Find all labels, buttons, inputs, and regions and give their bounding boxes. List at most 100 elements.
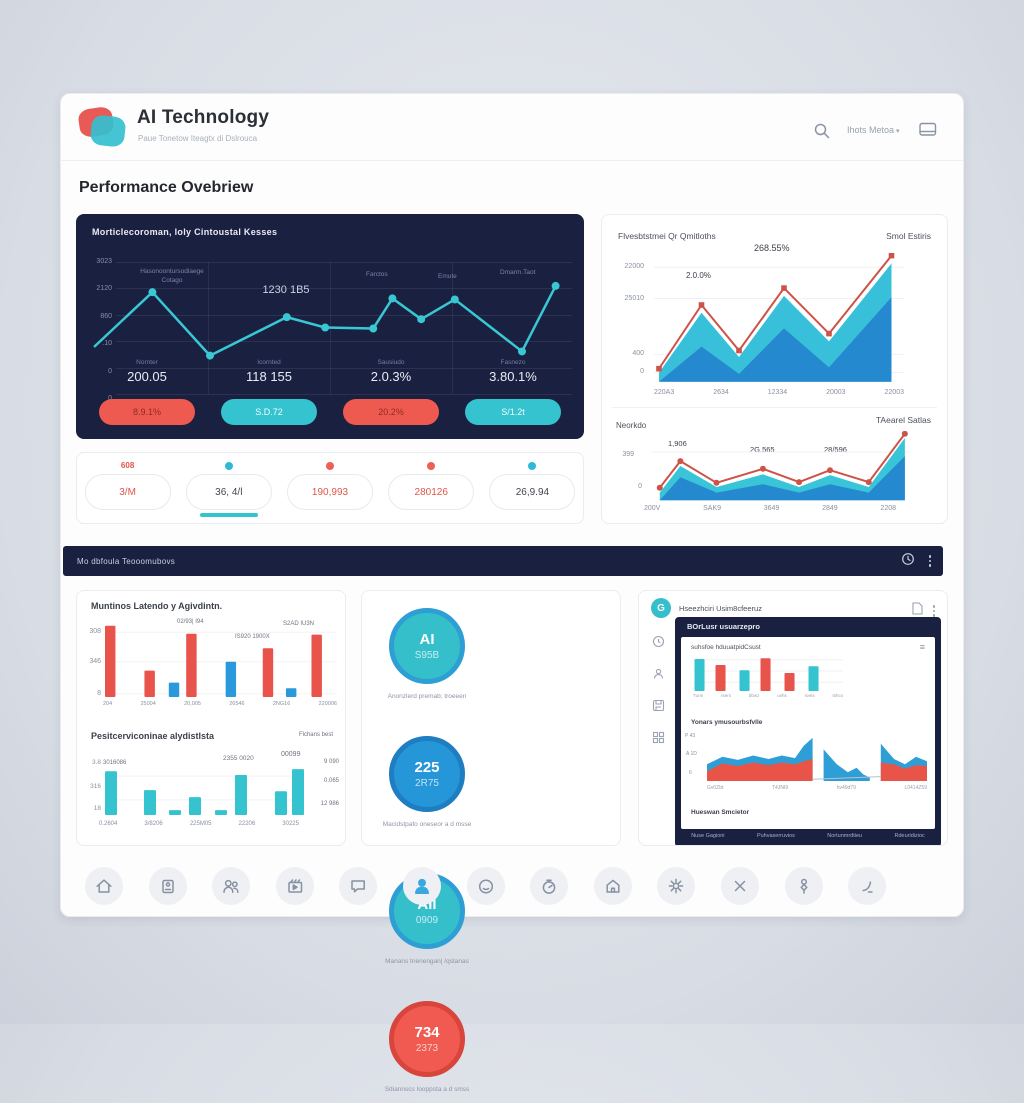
grid-icon[interactable] [652,731,665,749]
right-tick: 0.065 [323,778,339,784]
media-icon[interactable] [276,867,314,905]
circle-stat: 734 2373 Sdiannscs Iooppsta a d smss [362,975,492,1103]
home-alt-icon[interactable] [594,867,632,905]
stat-item: Icornted 118 155 [245,359,293,384]
kpi-pill[interactable]: 36, 4/l [185,474,272,510]
x-tick: hv49d79 [836,785,856,791]
chart-title: Pesitcerviconinae alydistlsta [91,731,215,741]
clock-icon[interactable] [652,635,665,653]
x-tick: 20003 [826,389,846,396]
y-tick: 316 [90,783,101,790]
data-label: 2G.565 [750,445,775,454]
x-tick: 200V [644,505,661,512]
y-tick: .10 [102,340,112,348]
y-tick: 346 [89,658,101,665]
divider [612,407,937,408]
file-icon[interactable] [911,602,923,620]
chat-icon[interactable] [339,867,377,905]
x-tick: 3/8206 [144,821,163,827]
x-tick: 220A3 [654,389,675,396]
kpi-item: 36, 4/l [178,453,279,523]
x-tick: 12334 [767,389,788,396]
x-tick: 25004 [140,701,156,707]
x-tick: L0414Z59 [904,785,927,791]
app-subtitle: Paue Tonetow Iteagtx di Dslrouca [138,134,258,143]
hamburger-icon[interactable]: ≡ [919,642,925,652]
users-icon[interactable] [212,867,250,905]
x-tick: 2849 [822,505,838,512]
mini-footer-item[interactable]: Puhvaserruvios [756,833,795,839]
kebab-menu-icon[interactable] [928,555,931,567]
stat-item: Nornter 200.05 [127,359,167,384]
edit-icon[interactable] [848,867,886,905]
x-tick: 204 [103,701,113,707]
chart-inner-value: 1230 1B5 [262,284,310,296]
badge-icon[interactable] [149,867,187,905]
dark-line-chart [90,262,570,366]
profile-icon[interactable] [403,867,441,905]
mini-area-title: Yonars ymusourbsfvlle [691,719,763,726]
y-tick: 399 [622,451,634,458]
x-tick: roets [804,693,815,698]
active-underline [199,513,258,517]
page-title: Performance Ovebriew [79,179,254,196]
stat-circle[interactable]: 734 2373 [389,1001,465,1077]
stopwatch-icon[interactable] [530,867,568,905]
data-label: 2355 0020 [223,755,254,762]
y-tick: 400 [632,350,644,357]
save-icon[interactable] [652,699,665,717]
circle-caption: Sdiannscs Iooppsta a d smss [384,1086,470,1093]
kpi-dot [326,461,334,470]
circle-stats-card: AI S95B Anonzlerd premab; troeeen 225 2R75… [361,590,621,1093]
kpi-pill[interactable]: 26,9.94 [489,474,576,510]
y-axis-extra: 3016086 [103,760,127,766]
mini-chart-title: suhsfoe hduuatpidCsust [691,644,761,651]
x-tick: 26546 [229,701,245,707]
kpi-pill[interactable]: 280126 [388,474,475,510]
mini-footer-item[interactable]: Nuse Gagioni [691,833,725,839]
panel-button[interactable]: S/1.2t [465,399,561,425]
circle-caption: Manans tnenengan| /qstanas [385,958,469,965]
profile-menu[interactable]: Ihots Metoa ▾ [847,125,900,135]
kpi-pill[interactable]: 3/M [84,474,171,510]
mini-footer-item[interactable]: Rdeuridizioc [894,833,925,839]
data-label: 2.0.0% [686,271,711,280]
kpi-pill[interactable]: 190,993 [287,474,373,510]
y-tick: 6 [689,770,692,776]
circle-caption: Macidstpafo oneseor a d msse [382,821,472,828]
mini-logo: G [651,598,671,618]
mini-window-content: suhsfoe hduuatpidCsust ≡ Turni rsers bbw… [681,637,935,829]
stat-circle[interactable]: AI S95B [389,608,465,684]
panel-button[interactable]: S.D.72 [221,399,317,425]
panel-button[interactable]: 20.2% [343,399,439,425]
y-tick: 25010 [624,295,644,302]
mini-footer-item[interactable]: Nortunmrdtieu [827,833,863,839]
face-icon[interactable] [467,867,505,905]
footer-icon-bar [61,864,963,910]
person-flag-icon[interactable] [785,867,823,905]
settings-icon[interactable] [657,867,695,905]
kpi-item: 190,993 [279,453,380,523]
message-icon[interactable] [919,122,937,142]
kpi-row: 608 3/M 36, 4/l 190,993 280126 26,9.94 [76,452,584,524]
circle-stat: 225 2R75 Macidstpafo oneseor a d msse [362,719,492,847]
chart-inner-label: Farctos [366,271,388,278]
panel-button[interactable]: 8.9.1% [99,399,195,425]
mini-dashboard-card: G Hseezhciri Usim8cfeeruz BOrLusr usuarz… [638,590,948,846]
stat-circle[interactable]: 225 2R75 [389,736,465,812]
right-tick: 9 090 [323,759,339,765]
x-tick: 22206 [238,821,256,827]
chevron-down-icon: ▾ [896,128,900,135]
search-icon[interactable] [813,122,831,145]
user-icon[interactable] [652,667,665,685]
history-icon[interactable] [901,552,915,571]
close-icon[interactable] [721,867,759,905]
gridlines [116,262,572,395]
panel-buttons: 8.9.1% S.D.72 20.2% S/1.2t [86,399,574,425]
x-tick: 225M05 [189,821,212,827]
y-tick: P 43 [685,733,696,739]
x-tick: T4JNI9 [771,785,789,791]
kpi-item: 26,9.94 [482,453,583,523]
home-icon[interactable] [85,867,123,905]
kebab-menu-icon[interactable] [932,605,935,617]
